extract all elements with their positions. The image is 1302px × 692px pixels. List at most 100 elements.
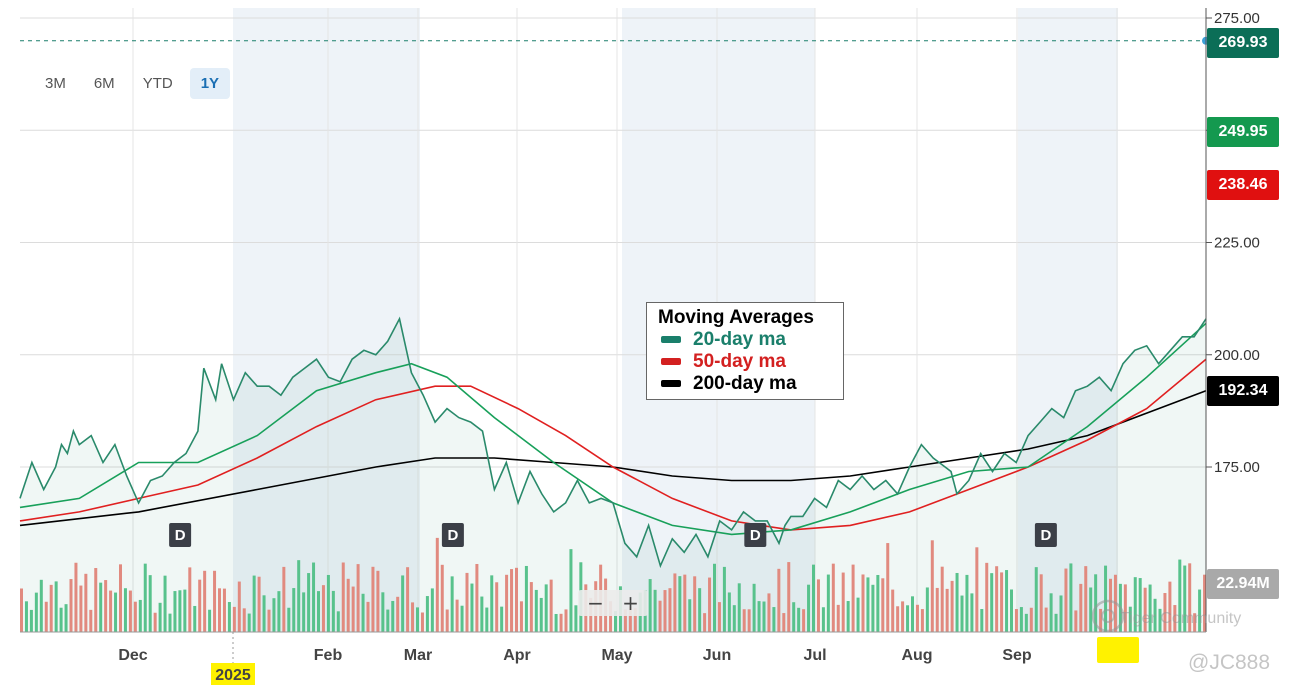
- volume-bar-170: [861, 574, 865, 632]
- legend-swatch-ma50: [661, 358, 681, 366]
- volume-bar-64: [336, 611, 340, 632]
- volume-bar-100: [515, 567, 518, 632]
- x-tick-label-9: Sep: [1002, 647, 1032, 664]
- volume-bar-51: [272, 598, 276, 632]
- volume-bar-75: [391, 600, 395, 632]
- volume-bar-22: [128, 590, 132, 632]
- last-price-tag: 269.93: [1207, 28, 1279, 58]
- volume-bar-218: [1099, 608, 1103, 632]
- volume-bar-196: [990, 573, 994, 632]
- x-tick-label-5: May: [601, 647, 632, 664]
- moving-averages-legend: Moving Averages 20-day ma 50-day ma 200-…: [646, 302, 844, 400]
- volume-bar-58: [307, 573, 311, 632]
- volume-bar-50: [267, 609, 271, 632]
- volume-bar-20: [119, 564, 122, 632]
- volume-bar-190: [960, 595, 964, 632]
- volume-bar-82: [425, 596, 429, 632]
- legend-label-ma20: 20-day ma: [693, 329, 786, 350]
- watermark-handle: @JC888: [1188, 651, 1271, 674]
- volume-bar-45: [242, 608, 246, 632]
- legend-label-ma200: 200-day ma: [693, 373, 797, 394]
- volume-bar-62: [326, 574, 330, 632]
- volume-bar-227: [1143, 587, 1147, 632]
- volume-bar-171: [866, 577, 870, 632]
- x-tick-label-6: Jun: [703, 647, 731, 664]
- x-tick-label-4: Apr: [503, 647, 531, 664]
- volume-bar-188: [950, 580, 954, 632]
- volume-bar-211: [1064, 568, 1068, 632]
- zoom-out-button[interactable]: −: [587, 591, 604, 615]
- volume-bar-238: [1198, 589, 1202, 632]
- x-tick-label-8: Aug: [901, 647, 932, 664]
- volume-bar-161: [816, 579, 820, 632]
- month-band-0: [233, 8, 420, 632]
- volume-bar-144: [732, 605, 736, 632]
- volume-bar-56: [297, 560, 301, 632]
- volume-bar-74: [386, 609, 390, 632]
- volume-bar-225: [1133, 577, 1137, 632]
- volume-bar-21: [123, 588, 127, 632]
- volume-bar-215: [1084, 566, 1088, 632]
- volume-bar-5: [44, 601, 48, 632]
- volume-bar-197: [995, 566, 999, 632]
- volume-bar-204: [1029, 607, 1033, 632]
- volume-bar-99: [510, 569, 514, 632]
- zoom-in-button[interactable]: +: [622, 591, 639, 615]
- volume-bar-81: [420, 612, 424, 632]
- volume-bar-173: [876, 574, 880, 632]
- range-1y-button[interactable]: 1Y: [189, 68, 231, 99]
- y-tick-label-0: 275.00: [1214, 10, 1260, 27]
- volume-bar-207: [1044, 607, 1048, 632]
- volume-bar-132: [673, 573, 677, 632]
- volume-bar-16: [99, 582, 103, 632]
- dividend-marker-2: [744, 523, 767, 547]
- volume-bar-198: [1000, 572, 1004, 632]
- volume-bar-52: [277, 591, 281, 632]
- volume-bar-159: [807, 584, 811, 632]
- volume-bar-165: [836, 604, 840, 632]
- volume-bar-174: [881, 578, 885, 632]
- dividend-marker-3: [1034, 523, 1057, 547]
- volume-bar-29: [163, 575, 167, 632]
- volume-bar-94: [485, 607, 489, 632]
- volume-bar-195: [985, 562, 989, 632]
- volume-bar-183: [925, 587, 929, 632]
- volume-bar-28: [158, 602, 162, 632]
- volume-bar-143: [727, 592, 731, 632]
- volume-bar-146: [742, 609, 746, 632]
- volume-bar-191: [965, 574, 969, 632]
- legend-swatch-ma200: [661, 380, 681, 388]
- y-tick-label-3: 200.00: [1214, 347, 1260, 364]
- volume-bar-154: [782, 613, 786, 632]
- range-6m-button[interactable]: 6M: [93, 75, 115, 92]
- volume-bar-0: [20, 588, 23, 632]
- volume-bar-212: [1069, 563, 1073, 632]
- volume-bar-208: [1049, 593, 1053, 632]
- volume-bar-39: [213, 570, 217, 632]
- volume-bar-4: [39, 579, 43, 632]
- volume-bar-55: [292, 588, 296, 632]
- volume-bar-38: [208, 609, 212, 632]
- range-ytd-button[interactable]: YTD: [142, 75, 173, 92]
- volume-bar-236: [1188, 563, 1192, 632]
- volume-bar-61: [321, 585, 325, 632]
- volume-bar-169: [856, 597, 860, 632]
- volume-bar-237: [1193, 613, 1197, 632]
- volume-bar-17: [104, 580, 108, 632]
- volume-bar-102: [524, 565, 528, 632]
- volume-bar-65: [341, 562, 345, 632]
- volume-bar-162: [821, 607, 825, 632]
- volume-bar-7: [54, 581, 58, 632]
- volume-bar-9: [64, 604, 68, 632]
- volume-bar-136: [693, 576, 697, 632]
- volume-bar-84: [435, 537, 439, 632]
- range-3m-button[interactable]: 3M: [45, 75, 66, 92]
- volume-bar-153: [777, 568, 781, 632]
- volume-bar-181: [915, 604, 919, 632]
- volume-bar-147: [747, 609, 751, 632]
- legend-label-ma50: 50-day ma: [693, 351, 786, 372]
- x-tick-label-0: Dec: [118, 647, 147, 664]
- legend-item-ma20: 20-day ma: [661, 329, 786, 351]
- volume-bar-149: [757, 601, 761, 632]
- x-tick-label-7: Jul: [803, 647, 826, 664]
